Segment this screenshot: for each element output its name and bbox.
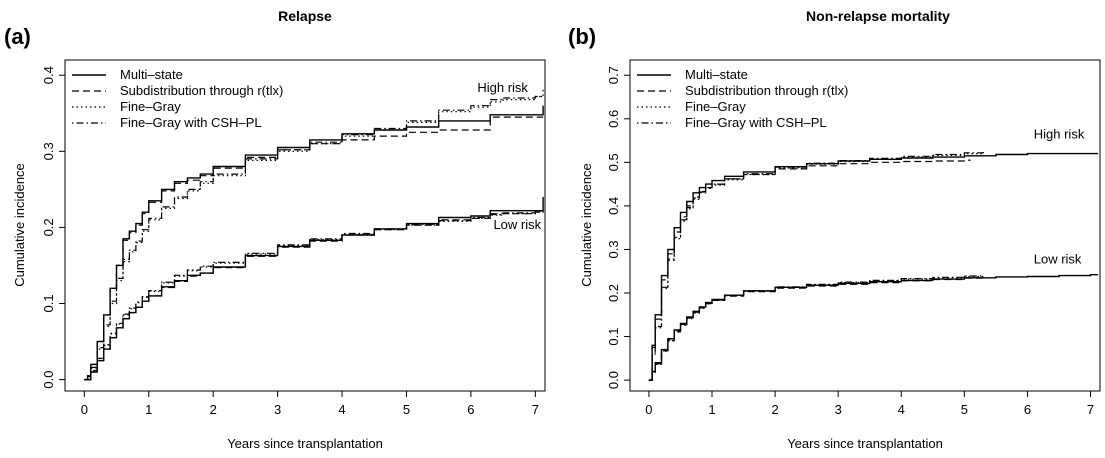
panel-a-annotation-low-risk: Low risk <box>493 217 541 232</box>
panel-a-x-axis-label: Years since transplantation <box>227 436 383 451</box>
panel-b-label: (b) <box>568 24 596 49</box>
panel-b-y-tick-label: 0.5 <box>606 153 621 171</box>
panel-a: (a) Relapse 0 1 2 3 4 5 6 7 0.0 0.1 0.2 0.3 0.4 Yea… <box>4 8 546 451</box>
panel-b-series-low-risk-dotdash <box>648 275 984 381</box>
panel-b-series-high-risk-dashed <box>648 159 971 381</box>
panel-b-x-axis: 0 1 2 3 4 5 6 7 <box>645 391 1094 417</box>
panel-b-series-high-risk-solid <box>648 152 1099 381</box>
panel-b-x-tick-label: 2 <box>771 402 778 417</box>
panel-a-y-tick-label: 0.3 <box>41 142 56 160</box>
panel-b-legend-label: Subdistribution through r(tlx) <box>685 83 848 98</box>
panel-b-legend-label: Fine–Gray with CSH–PL <box>685 115 827 130</box>
panel-b-annotations: High risk Low risk <box>1034 126 1085 266</box>
panel-a-y-tick-label: 0.1 <box>41 294 56 312</box>
panel-a-series-group <box>84 88 544 381</box>
panel-a-legend-label: Subdistribution through r(tlx) <box>120 83 283 98</box>
panel-b-x-tick-label: 7 <box>1087 402 1094 417</box>
panel-b-legend-label: Fine–Gray <box>685 99 746 114</box>
panel-b-series-low-risk-dashed <box>648 277 984 381</box>
panel-a-series-low-risk-dotted <box>84 210 544 381</box>
panel-a-x-tick-label: 3 <box>274 402 281 417</box>
panel-a-x-tick-label: 7 <box>532 402 539 417</box>
panel-a-x-tick-label: 2 <box>210 402 217 417</box>
panel-a-legend-label: Multi–state <box>120 67 183 82</box>
panel-b-y-tick-label: 0.1 <box>606 328 621 346</box>
panel-a-series-high-risk-dotdash <box>84 95 544 381</box>
panel-b-y-axis: 0.0 0.1 0.2 0.3 0.4 0.5 0.6 0.7 <box>606 66 630 389</box>
panel-b-y-tick-label: 0.0 <box>606 371 621 389</box>
panel-b-x-tick-label: 0 <box>645 402 652 417</box>
panel-b-y-tick-label: 0.4 <box>606 197 621 215</box>
panel-a-series-high-risk-dashed <box>84 116 544 381</box>
panel-b-title: Non-relapse mortality <box>806 8 950 24</box>
panel-b-legend-label: Multi–state <box>685 67 748 82</box>
panel-b-x-tick-label: 5 <box>961 402 968 417</box>
panel-a-series-low-risk-solid <box>84 197 544 381</box>
panel-a-label: (a) <box>4 24 31 49</box>
panel-a-x-tick-label: 5 <box>403 402 410 417</box>
panel-a-x-tick-label: 0 <box>81 402 88 417</box>
panel-b-series-group <box>648 151 1099 381</box>
panel-b-y-tick-label: 0.2 <box>606 284 621 302</box>
panel-b-annotation-high-risk: High risk <box>1034 126 1085 141</box>
panel-a-x-tick-label: 1 <box>145 402 152 417</box>
panel-b-x-tick-label: 6 <box>1024 402 1031 417</box>
panel-b-y-tick-label: 0.3 <box>606 240 621 258</box>
panel-a-series-low-risk-dashed <box>84 210 544 381</box>
panel-b-y-tick-label: 0.6 <box>606 110 621 128</box>
panel-a-plot-frame <box>64 59 546 392</box>
panel-a-y-axis: 0.0 0.1 0.2 0.3 0.4 <box>41 66 65 389</box>
panel-b-series-high-risk-dotdash <box>648 151 984 381</box>
panel-b-x-tick-label: 1 <box>708 402 715 417</box>
panel-b-series-low-risk-solid <box>648 274 1099 381</box>
panel-b-y-tick-label: 0.7 <box>606 66 621 84</box>
panel-a-series-high-risk-solid <box>84 105 544 381</box>
panel-b-y-axis-label: Cumulative incidence <box>579 163 594 287</box>
panel-a-legend-label: Fine–Gray with CSH–PL <box>120 115 262 130</box>
panel-b-series-low-risk-dotted <box>648 275 984 381</box>
panel-a-y-tick-label: 0.2 <box>41 218 56 236</box>
panel-a-x-tick-label: 6 <box>467 402 474 417</box>
panel-a-legend-label: Fine–Gray <box>120 99 181 114</box>
panel-a-y-tick-label: 0.4 <box>41 66 56 84</box>
panel-b-plot-frame <box>629 59 1101 392</box>
panel-a-series-low-risk-dotdash <box>84 209 544 381</box>
panel-b-annotation-low-risk: Low risk <box>1034 251 1082 266</box>
panel-b-x-tick-label: 3 <box>835 402 842 417</box>
panel-a-annotation-high-risk: High risk <box>477 80 528 95</box>
panel-a-title: Relapse <box>278 8 332 24</box>
panel-a-series-high-risk-dotted <box>84 88 544 381</box>
panel-b-series-high-risk-dotted <box>648 152 984 381</box>
panel-a-x-axis: 0 1 2 3 4 5 6 7 <box>81 391 539 417</box>
panel-a-annotations: High risk Low risk <box>477 80 541 232</box>
panel-a-x-tick-label: 4 <box>338 402 345 417</box>
panel-b-x-axis-label: Years since transplantation <box>787 436 943 451</box>
panel-a-y-tick-label: 0.0 <box>41 371 56 389</box>
panel-b-x-tick-label: 4 <box>898 402 905 417</box>
panel-a-y-axis-label: Cumulative incidence <box>12 163 27 287</box>
